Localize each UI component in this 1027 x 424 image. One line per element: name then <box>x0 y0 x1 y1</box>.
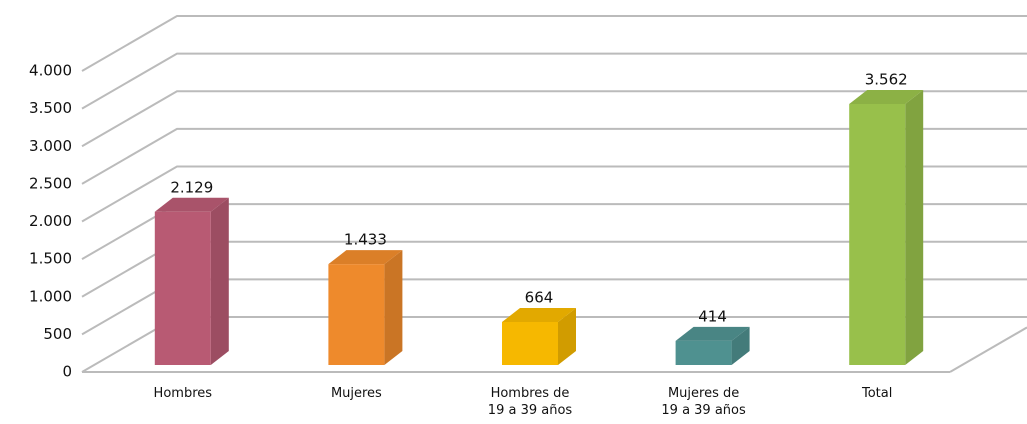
y-tick-label: 1.500 <box>29 250 72 268</box>
bar-front <box>154 211 211 365</box>
y-tick-label: 4.000 <box>29 62 72 80</box>
bar-top <box>675 326 750 341</box>
grid-line <box>81 165 1027 223</box>
value-label: 414 <box>698 307 727 325</box>
grid-line <box>81 127 1027 185</box>
value-label: 3.562 <box>865 70 908 88</box>
bar-front <box>849 103 906 365</box>
value-label: 2.129 <box>170 178 213 196</box>
y-tick-label: 500 <box>43 325 72 343</box>
bar-side <box>558 308 576 365</box>
x-tick-label: Hombres <box>153 386 213 401</box>
y-tick-label: 1.000 <box>29 287 72 305</box>
y-tick-label: 3.000 <box>29 137 72 155</box>
x-tick-label: Mujeres de 19 a 39 años <box>661 386 746 418</box>
y-tick-label: 3.500 <box>29 99 72 117</box>
bar <box>502 308 576 365</box>
grid-line <box>81 15 1027 72</box>
bar <box>849 89 924 365</box>
bar <box>328 250 403 365</box>
bar-front <box>675 340 732 365</box>
x-tick-label: Mujeres <box>330 386 382 401</box>
bar-side <box>731 326 750 365</box>
grid-line <box>81 52 1027 110</box>
value-label: 664 <box>525 289 554 307</box>
bar-front <box>328 264 385 365</box>
bar <box>675 326 750 365</box>
value-label: 1.433 <box>344 231 387 249</box>
bar-side <box>210 197 229 365</box>
x-tick-label: Hombres de 19 a 39 años <box>487 386 573 418</box>
grid-line <box>81 90 1027 148</box>
bar <box>154 197 229 365</box>
floor-edge <box>949 326 1027 373</box>
bar-top <box>849 89 924 104</box>
x-tick-label: Total <box>862 386 893 401</box>
bar-side <box>905 89 924 365</box>
bar-front <box>502 322 558 365</box>
y-tick-label: 0 <box>62 363 72 381</box>
bar-top <box>154 197 229 212</box>
y-tick-label: 2.000 <box>29 212 72 230</box>
bar-top <box>502 308 576 323</box>
y-tick-label: 2.500 <box>29 174 72 192</box>
bar-side <box>384 250 403 365</box>
bar-top <box>328 250 403 265</box>
